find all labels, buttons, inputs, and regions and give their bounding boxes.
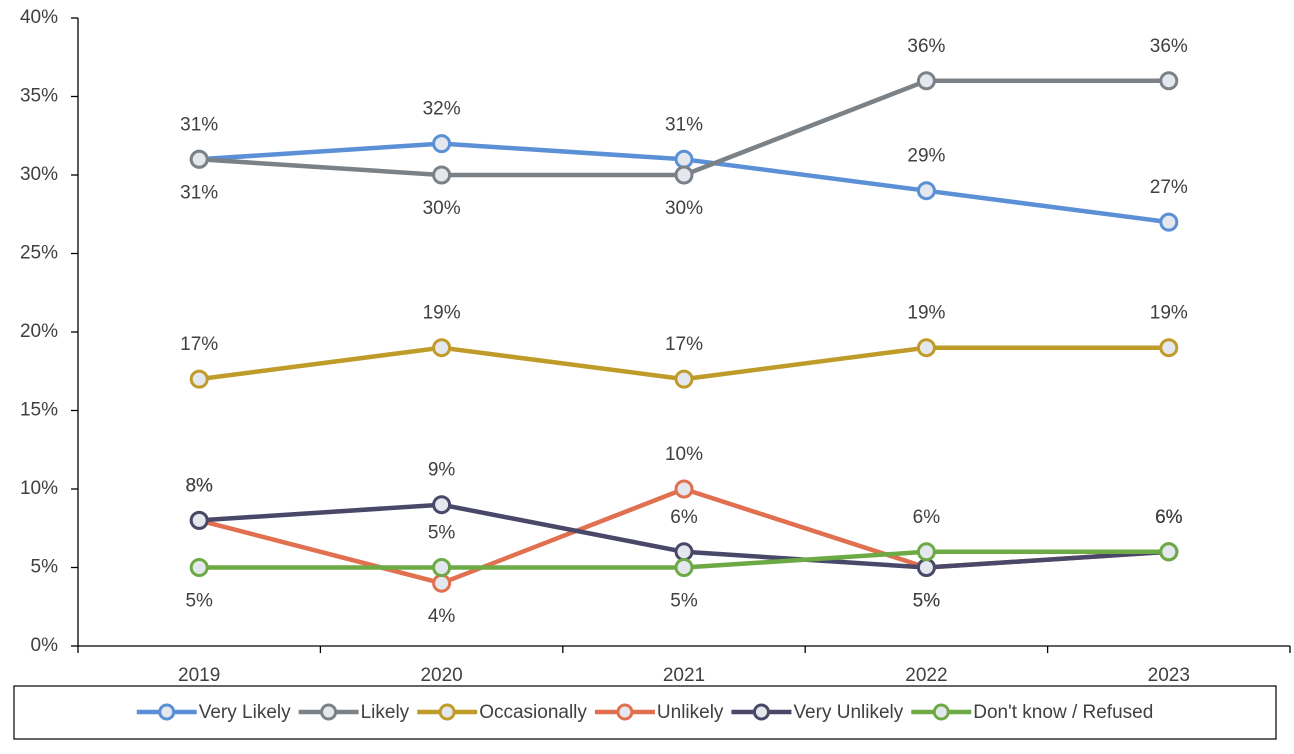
x-tick-label: 2022 [905,665,947,686]
data-label: 32% [423,99,461,120]
point [916,181,936,201]
x-tick-label: 2019 [178,665,220,686]
legend-marker [932,703,950,721]
point [189,149,209,169]
y-tick-label: 5% [31,557,59,578]
legend-marker [320,703,338,721]
legend-label: Unlikely [657,702,724,723]
point [916,542,936,562]
legend-item: Unlikely [594,702,724,723]
point [1159,71,1179,91]
legend-label: Occasionally [479,702,587,723]
legend: Very Likely Likely Occasionally Unlikely Ver… [136,702,1153,723]
data-label: 6% [1155,507,1183,528]
point [1159,212,1179,232]
data-label: 10% [665,444,703,465]
point [674,542,694,562]
legend-item: Likely [298,702,410,723]
data-label: 17% [665,334,703,355]
point [432,495,452,515]
data-label: 31% [665,114,703,135]
data-label: 6% [1155,507,1183,528]
legend-label: Don't know / Refused [973,702,1153,723]
data-label: 4% [428,606,456,627]
y-tick-label: 15% [20,400,58,421]
point [674,149,694,169]
point [916,71,936,91]
data-label: 9% [428,460,456,481]
data-label: 30% [423,198,461,219]
y-tick-label: 25% [20,243,58,264]
y-tick-label: 10% [20,478,58,499]
data-label: 8% [185,475,213,496]
point [674,369,694,389]
data-label: 6% [1155,507,1183,528]
data-label: 8% [185,475,213,496]
y-tick-label: 20% [20,321,58,342]
point [189,510,209,530]
legend-item: Very Unlikely [731,702,904,723]
point [1159,338,1179,358]
legend-label: Very Unlikely [793,702,903,723]
legend-item: Very Likely [136,702,291,723]
point [674,479,694,499]
data-label: 5% [913,591,941,612]
point [916,338,936,358]
data-label: 6% [670,507,698,528]
legend-item: Occasionally [417,702,587,723]
data-label: 5% [913,591,941,612]
y-tick-label: 40% [20,7,58,28]
data-label: 29% [907,146,945,167]
point [916,558,936,577]
data-label: 30% [665,198,703,219]
point [432,573,452,593]
y-tick-label: 0% [31,635,59,656]
data-label: 19% [907,303,945,324]
data-label: 17% [180,334,218,355]
legend-marker [438,703,456,721]
data-label: 27% [1150,177,1188,198]
legend-marker [752,703,770,721]
y-tick-label: 35% [20,86,58,107]
x-tick-label: 2021 [663,665,705,686]
legend-marker [616,703,634,721]
data-label: 36% [907,36,945,57]
data-label: 6% [913,507,941,528]
point [1159,542,1179,562]
point [674,165,694,185]
data-label: 5% [428,523,456,544]
legend-label: Very Likely [199,702,291,723]
point [432,134,452,154]
data-label: 31% [180,114,218,135]
legend-item: Don't know / Refused [911,702,1153,723]
legend-marker [158,703,176,721]
point [189,558,209,577]
legend-label: Likely [361,702,410,723]
data-label: 31% [180,182,218,203]
point [432,165,452,185]
legend-box [13,685,1277,740]
data-label: 36% [1150,36,1188,57]
point [432,558,452,577]
data-label: 5% [670,591,698,612]
point [189,369,209,389]
y-tick-label: 30% [20,164,58,185]
data-label: 19% [1150,303,1188,324]
x-tick-label: 2020 [420,665,462,686]
point [674,558,694,577]
x-tick-label: 2023 [1148,665,1190,686]
point [432,338,452,358]
data-label: 5% [185,591,213,612]
data-label: 19% [423,303,461,324]
